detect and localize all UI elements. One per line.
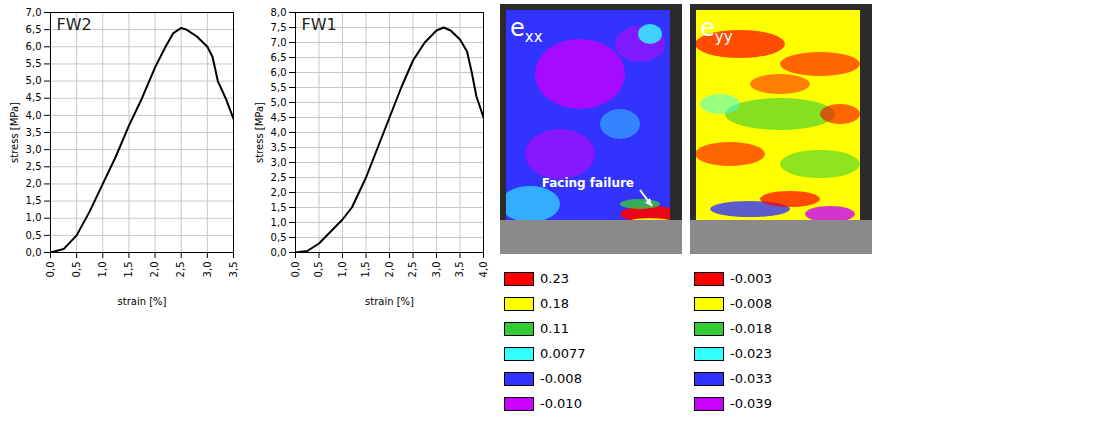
svg-text:3,5: 3,5 bbox=[26, 127, 42, 138]
svg-text:1,5: 1,5 bbox=[360, 262, 371, 278]
html-text:-0.039: -0.039 bbox=[730, 396, 772, 411]
svg-text:FW2: FW2 bbox=[57, 15, 92, 34]
svg-text:7,0: 7,0 bbox=[26, 7, 42, 18]
svg-text:2,5: 2,5 bbox=[271, 172, 287, 183]
svg-text:strain [%]: strain [%] bbox=[118, 296, 167, 307]
svg-text:exx: exx bbox=[510, 14, 543, 46]
svg-text:2,0: 2,0 bbox=[26, 178, 42, 189]
html-text:0.0077: 0.0077 bbox=[540, 346, 586, 361]
svg-text:2,5: 2,5 bbox=[407, 262, 418, 278]
svg-text:Facing failure: Facing failure bbox=[542, 176, 634, 190]
svg-text:FW1: FW1 bbox=[302, 15, 337, 34]
svg-text:3,0: 3,0 bbox=[26, 144, 42, 155]
svg-text:3,5: 3,5 bbox=[454, 262, 465, 278]
svg-text:2,5: 2,5 bbox=[26, 161, 42, 172]
html-text:0.11: 0.11 bbox=[540, 321, 569, 336]
svg-text:5,0: 5,0 bbox=[26, 75, 42, 86]
html-text:0.18: 0.18 bbox=[540, 296, 569, 311]
svg-text:stress [MPa]: stress [MPa] bbox=[9, 102, 20, 163]
html-text:0.23: 0.23 bbox=[540, 271, 569, 286]
svg-text:3,0: 3,0 bbox=[431, 262, 442, 278]
svg-text:7,5: 7,5 bbox=[271, 22, 287, 33]
svg-text:1,5: 1,5 bbox=[26, 195, 42, 206]
svg-text:5,5: 5,5 bbox=[26, 58, 42, 69]
svg-text:1,5: 1,5 bbox=[271, 202, 287, 213]
svg-text:0,5: 0,5 bbox=[271, 232, 287, 243]
svg-text:5,0: 5,0 bbox=[271, 97, 287, 108]
svg-text:strain [%]: strain [%] bbox=[365, 296, 414, 307]
svg-text:6,5: 6,5 bbox=[271, 52, 287, 63]
svg-text:0,5: 0,5 bbox=[313, 262, 324, 278]
svg-text:2,5: 2,5 bbox=[175, 262, 186, 278]
svg-text:stress [MPa]: stress [MPa] bbox=[254, 102, 265, 163]
svg-text:4,0: 4,0 bbox=[271, 127, 287, 138]
svg-text:7,0: 7,0 bbox=[271, 37, 287, 48]
svg-text:1,0: 1,0 bbox=[337, 262, 348, 278]
svg-text:1,0: 1,0 bbox=[26, 212, 42, 223]
svg-text:6,0: 6,0 bbox=[26, 41, 42, 52]
svg-text:4,0: 4,0 bbox=[478, 262, 489, 278]
html-text:-0.008: -0.008 bbox=[540, 371, 582, 386]
svg-text:4,5: 4,5 bbox=[271, 112, 287, 123]
svg-text:0,0: 0,0 bbox=[45, 262, 56, 278]
svg-text:4,5: 4,5 bbox=[26, 92, 42, 103]
svg-text:4,0: 4,0 bbox=[26, 110, 42, 121]
svg-text:0,0: 0,0 bbox=[26, 247, 42, 258]
svg-text:2,0: 2,0 bbox=[384, 262, 395, 278]
html-text:-0.003: -0.003 bbox=[730, 271, 772, 286]
html-text:-0.008: -0.008 bbox=[730, 296, 772, 311]
svg-text:1,0: 1,0 bbox=[97, 262, 108, 278]
html-text:-0.010: -0.010 bbox=[540, 396, 582, 411]
svg-text:6,5: 6,5 bbox=[26, 24, 42, 35]
svg-text:2,0: 2,0 bbox=[271, 187, 287, 198]
svg-text:3,0: 3,0 bbox=[202, 262, 213, 278]
svg-text:0,5: 0,5 bbox=[71, 262, 82, 278]
html-text:-0.023: -0.023 bbox=[730, 346, 772, 361]
svg-text:0,0: 0,0 bbox=[290, 262, 301, 278]
svg-text:2,0: 2,0 bbox=[149, 262, 160, 278]
svg-text:6,0: 6,0 bbox=[271, 67, 287, 78]
svg-text:eyy: eyy bbox=[700, 14, 733, 46]
svg-text:3,5: 3,5 bbox=[271, 142, 287, 153]
svg-text:0,0: 0,0 bbox=[271, 247, 287, 258]
html-text:-0.018: -0.018 bbox=[730, 321, 772, 336]
svg-text:3,0: 3,0 bbox=[271, 157, 287, 168]
svg-text:5,5: 5,5 bbox=[271, 82, 287, 93]
svg-text:1,5: 1,5 bbox=[123, 262, 134, 278]
svg-text:0,5: 0,5 bbox=[26, 230, 42, 241]
svg-text:3,5: 3,5 bbox=[228, 262, 239, 278]
svg-text:8,0: 8,0 bbox=[271, 7, 287, 18]
html-text:-0.033: -0.033 bbox=[730, 371, 772, 386]
svg-text:1,0: 1,0 bbox=[271, 217, 287, 228]
